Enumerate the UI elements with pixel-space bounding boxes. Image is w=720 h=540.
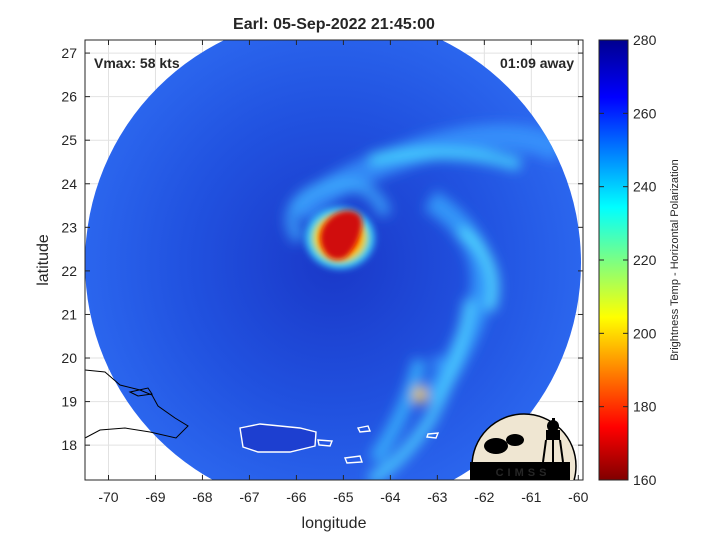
- y-tick-label: 19: [61, 394, 77, 410]
- y-tick-label: 18: [61, 437, 77, 453]
- x-tick-label: -68: [192, 489, 212, 505]
- time-away-annotation: 01:09 away: [500, 55, 574, 71]
- y-tick-label: 23: [61, 219, 77, 235]
- rain-bands: [285, 123, 566, 480]
- x-ticks: -70 -69 -68 -67 -66 -65 -64 -63 -62 -61 -60: [98, 40, 589, 505]
- x-tick-label: -63: [427, 489, 447, 505]
- colorbar-ticks: 160 180 200 220 240 260 280: [599, 32, 657, 488]
- x-tick-label: -66: [286, 489, 306, 505]
- colorbar-label: Brightness Temp - Horizontal Polarizatio…: [669, 159, 681, 361]
- x-axis-label: longitude: [302, 515, 367, 532]
- y-tick-label: 24: [61, 176, 77, 192]
- colorbar-tick-label: 160: [633, 472, 657, 488]
- x-tick-label: -60: [568, 489, 588, 505]
- y-tick-label: 22: [61, 263, 77, 279]
- x-tick-label: -61: [521, 489, 541, 505]
- chart-title: Earl: 05-Sep-2022 21:45:00: [233, 16, 435, 33]
- colorbar-tick-label: 180: [633, 399, 657, 415]
- y-tick-label: 20: [61, 350, 77, 366]
- cimss-logo: CIMSS: [470, 413, 577, 480]
- x-tick-label: -64: [380, 489, 400, 505]
- x-tick-label: -69: [145, 489, 165, 505]
- heatmap-swath: [85, 40, 581, 480]
- colorbar-tick-label: 220: [633, 252, 657, 268]
- storm-core: [302, 204, 378, 272]
- x-tick-label: -70: [98, 489, 118, 505]
- colorbar-tick-label: 260: [633, 105, 657, 121]
- y-tick-label: 26: [61, 89, 77, 105]
- vmax-annotation: Vmax: 58 kts: [94, 55, 180, 71]
- colorbar-tick-label: 240: [633, 179, 657, 195]
- x-tick-label: -67: [239, 489, 259, 505]
- y-ticks: 18 19 20 21 22 23 24 25 26 27: [61, 45, 583, 453]
- colorbar-tick-label: 200: [633, 325, 657, 341]
- colorbar-tick-label: 280: [633, 32, 657, 48]
- y-tick-label: 21: [61, 306, 77, 322]
- x-tick-label: -65: [333, 489, 353, 505]
- axes-frame: [84, 39, 584, 481]
- cimss-logo-text: CIMSS: [496, 467, 551, 479]
- land-outlines: [85, 369, 440, 464]
- y-tick-label: 25: [61, 132, 77, 148]
- y-axis-label: latitude: [35, 234, 52, 286]
- x-tick-label: -62: [474, 489, 494, 505]
- y-tick-label: 27: [61, 45, 77, 61]
